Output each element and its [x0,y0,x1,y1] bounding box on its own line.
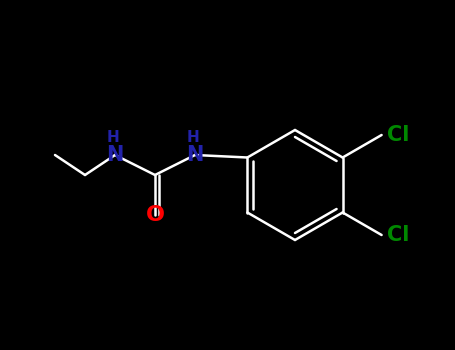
Text: H: H [106,130,119,145]
Text: Cl: Cl [387,125,409,145]
Text: O: O [146,205,165,225]
Text: N: N [186,145,204,165]
Text: H: H [187,130,199,145]
Text: N: N [106,145,124,165]
Text: Cl: Cl [387,225,409,245]
